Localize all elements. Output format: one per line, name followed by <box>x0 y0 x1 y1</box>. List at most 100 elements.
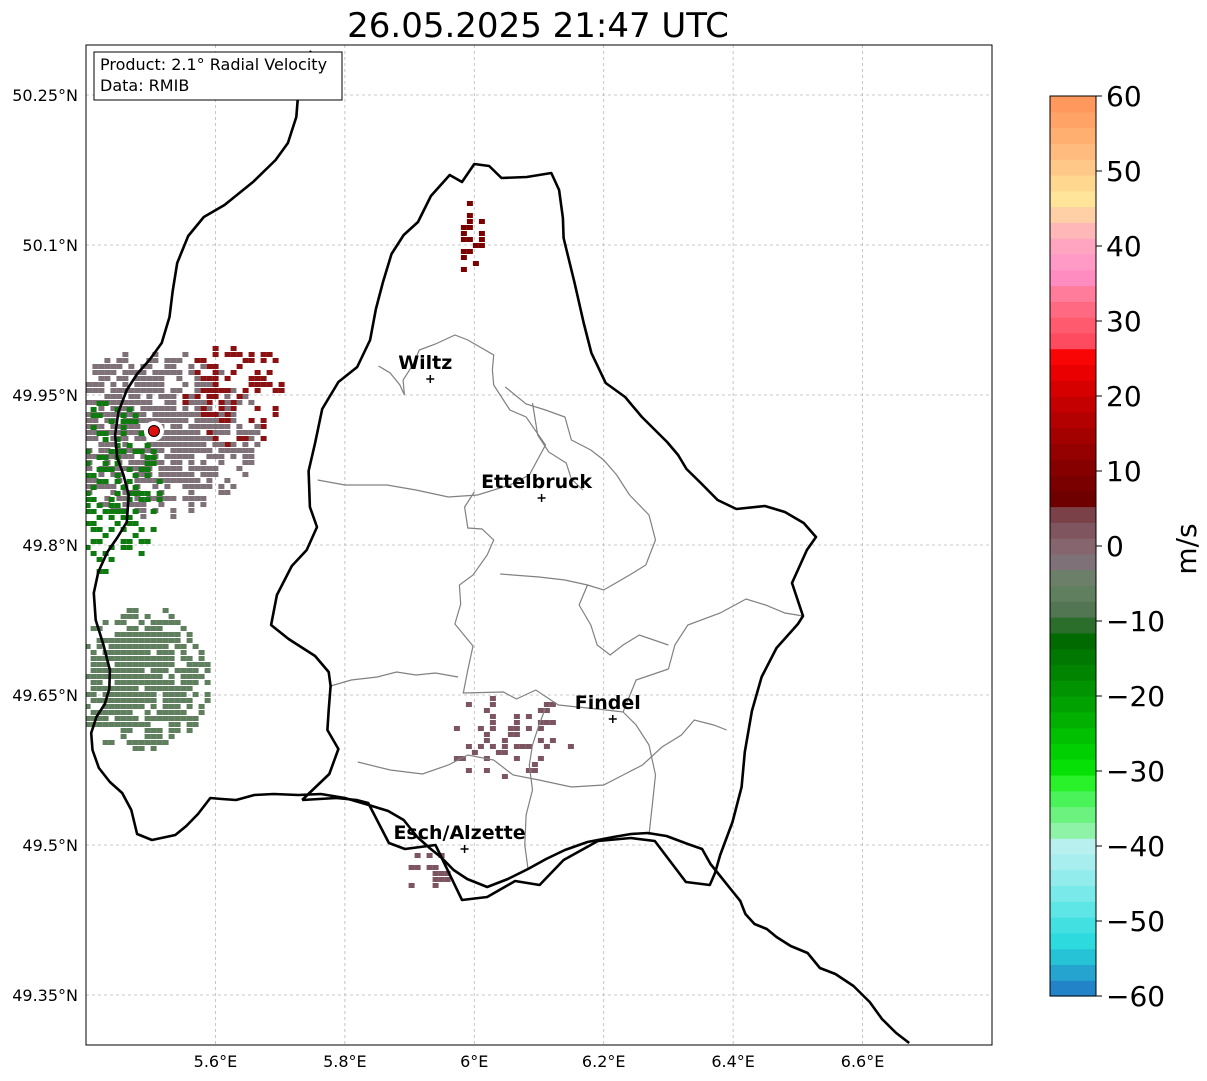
colorbar-cell <box>1050 253 1096 271</box>
canton-line <box>500 494 657 591</box>
lat-tick-label: 49.8°N <box>22 536 78 555</box>
colorbar-cell <box>1050 96 1096 113</box>
colorbar-tick-label: −20 <box>1106 680 1165 713</box>
lat-tick-label: 50.1°N <box>22 236 78 255</box>
colorbar-cell <box>1050 838 1096 855</box>
colorbar-cell <box>1050 711 1096 729</box>
colorbar-cell <box>1050 222 1096 239</box>
map-frame <box>85 44 993 1046</box>
city: Esch/Alzette <box>393 822 526 853</box>
lat-tick-label: 49.65°N <box>12 686 78 705</box>
colorbar-cell <box>1050 917 1096 934</box>
colorbar-cell <box>1050 459 1096 476</box>
lon-tick-label: 6.4°E <box>711 1052 755 1071</box>
colorbar-cell <box>1050 411 1096 429</box>
lon-tick-label: 5.6°E <box>194 1052 238 1071</box>
canton-line <box>317 334 547 498</box>
canton-boundaries <box>317 334 804 870</box>
colorbar-cells <box>1050 96 1096 997</box>
lon-tick-label: 5.8°E <box>323 1052 367 1071</box>
lat-tick-label: 49.35°N <box>12 986 78 1005</box>
info-box: Product: 2.1° Radial Velocity Data: RMIB <box>93 51 343 101</box>
colorbar-cell <box>1050 522 1096 539</box>
colorbar-cell <box>1050 143 1096 160</box>
info-product: Product: 2.1° Radial Velocity <box>100 55 327 74</box>
city: Wiltz <box>398 352 452 383</box>
colorbar-cell <box>1050 822 1096 839</box>
colorbar-cell <box>1050 664 1096 681</box>
colorbar-cell <box>1050 127 1096 144</box>
echo-cluster <box>453 696 574 779</box>
colorbar-cell <box>1050 396 1096 413</box>
colorbar-tick-label: −40 <box>1106 830 1165 863</box>
lat-tick-label: 50.25°N <box>12 86 78 105</box>
external-border <box>89 50 910 1045</box>
colorbar-cell <box>1050 696 1096 713</box>
colorbar-cell <box>1050 648 1096 666</box>
lon-tick-label: 6.6°E <box>841 1052 885 1071</box>
colorbar-ticks: 60 50 40 30 20 10 0 −10 −20 −30 −40 −50 −60 <box>1096 80 1165 1013</box>
city-label: Esch/Alzette <box>393 822 525 844</box>
colorbar-tick-label: 20 <box>1106 380 1142 413</box>
city: Findel <box>575 692 641 723</box>
colorbar-cell <box>1050 759 1096 776</box>
colorbar-cell <box>1050 490 1096 508</box>
canton-line <box>504 386 631 496</box>
canton-line <box>357 719 727 788</box>
colorbar-cell <box>1050 617 1096 634</box>
echo-cluster <box>460 201 485 272</box>
luxembourg-border <box>269 162 818 902</box>
lat-tick-label: 49.5°N <box>22 836 78 855</box>
lat-tick-label: 49.95°N <box>12 386 78 405</box>
colorbar-cell <box>1050 885 1096 902</box>
radar-site-marker <box>143 421 164 441</box>
canton-line <box>667 598 804 670</box>
map-area[interactable]: Wiltz Ettelbruck Findel Esch/Alzette Produc… <box>56 44 993 1046</box>
colorbar-cell <box>1050 964 1096 981</box>
colorbar-cell <box>1050 948 1096 966</box>
colorbar-cell <box>1050 632 1096 650</box>
colorbar-cell <box>1050 332 1096 350</box>
colorbar: 60 50 40 30 20 10 0 −10 −20 −30 −40 −50 −60 m/s <box>1049 80 1203 1013</box>
colorbar-cell <box>1050 238 1096 255</box>
colorbar-cell <box>1050 301 1096 318</box>
colorbar-cell <box>1050 206 1096 223</box>
canton-line <box>578 584 669 656</box>
canton-line <box>622 711 657 836</box>
colorbar-tick-label: −60 <box>1106 980 1165 1013</box>
city-label: Wiltz <box>398 352 452 374</box>
city-markers: Wiltz Ettelbruck Findel Esch/Alzette <box>393 352 641 853</box>
colorbar-cell <box>1050 980 1096 997</box>
colorbar-cell <box>1050 506 1096 523</box>
colorbar-cell <box>1050 474 1096 492</box>
city: Ettelbruck <box>481 471 592 502</box>
colorbar-cell <box>1050 790 1096 808</box>
colorbar-cell <box>1050 932 1096 950</box>
colorbar-tick-label: −10 <box>1106 605 1165 638</box>
colorbar-cell <box>1050 269 1096 287</box>
colorbar-cell <box>1050 727 1096 744</box>
colorbar-cell <box>1050 569 1096 587</box>
colorbar-cell <box>1050 285 1096 302</box>
colorbar-cell <box>1050 348 1096 366</box>
echo-cluster <box>182 346 285 447</box>
colorbar-cell <box>1050 380 1096 397</box>
figure-title: 26.05.2025 21:47 UTC <box>347 6 729 46</box>
colorbar-cell <box>1050 443 1096 460</box>
radar-site-dot <box>147 425 160 437</box>
colorbar-cell <box>1050 364 1096 381</box>
colorbar-cell <box>1050 538 1096 555</box>
colorbar-cell <box>1050 869 1096 887</box>
colorbar-tick-label: 60 <box>1106 80 1142 113</box>
canton-line <box>531 402 584 491</box>
canton-line <box>454 491 669 713</box>
latitude-tick-labels: 50.25°N 50.1°N 49.95°N 49.8°N 49.65°N 49.5°N 4… <box>12 86 78 1005</box>
canton-line <box>524 707 547 870</box>
colorbar-tick-label: 50 <box>1106 155 1142 188</box>
colorbar-tick-label: 40 <box>1106 230 1142 263</box>
colorbar-cell <box>1050 901 1096 918</box>
colorbar-tick-label: −30 <box>1106 755 1165 788</box>
colorbar-cell <box>1050 317 1096 334</box>
colorbar-cell <box>1050 427 1096 444</box>
